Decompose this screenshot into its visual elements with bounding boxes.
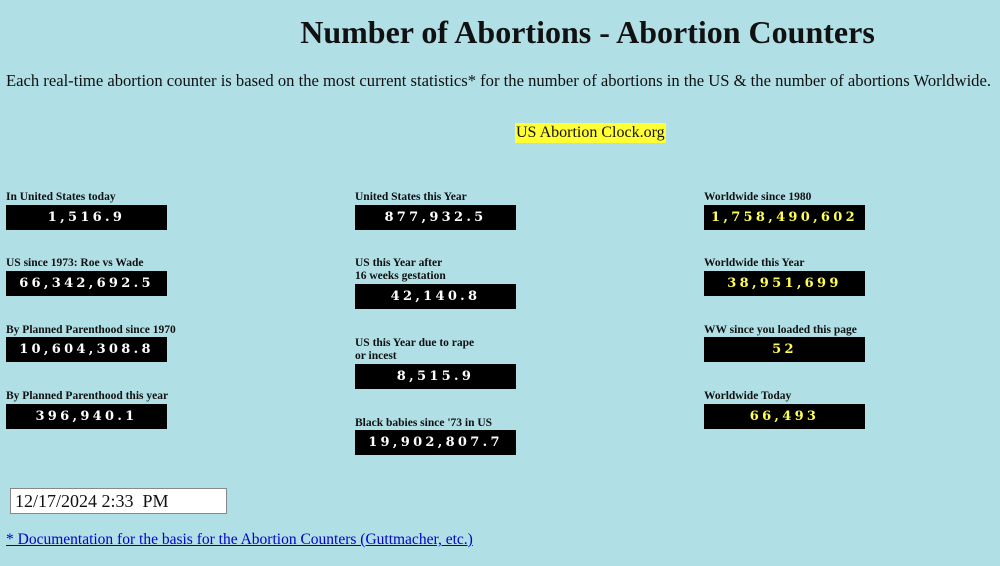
datetime-field[interactable]: 12/17/2024 2:33 PM xyxy=(10,488,227,514)
counter-value: 1,758,490,602 xyxy=(704,205,865,230)
counter-value: 52 xyxy=(704,337,865,362)
page-title: Number of Abortions - Abortion Counters xyxy=(300,14,875,50)
counter-value: 66,342,692.5 xyxy=(6,271,167,296)
counter-label: WW since you loaded this page xyxy=(704,324,857,336)
intro-text: Each real-time abortion counter is based… xyxy=(6,71,991,90)
counter-label: By Planned Parenthood this year xyxy=(6,390,169,402)
counter-label: US since 1973: Roe vs Wade xyxy=(6,257,144,269)
counter-label: Worldwide since 1980 xyxy=(704,191,812,203)
counter-label: US this Year due to rape or incest xyxy=(355,337,475,362)
counter-value: 877,932.5 xyxy=(355,205,516,230)
counter-value: 66,493 xyxy=(704,404,865,429)
counter-label: Worldwide this Year xyxy=(704,257,805,269)
counter-value: 1,516.9 xyxy=(6,205,167,230)
counter-value: 8,515.9 xyxy=(355,364,516,389)
documentation-link[interactable]: * Documentation for the basis for the Ab… xyxy=(6,531,473,548)
counter-value: 42,140.8 xyxy=(355,284,516,309)
counter-label: In United States today xyxy=(6,191,116,203)
counter-label: US this Year after 16 weeks gestation xyxy=(355,257,446,282)
counter-label: United States this Year xyxy=(355,191,467,203)
site-link[interactable]: US Abortion Clock.org xyxy=(515,123,666,143)
counter-label: Black babies since '73 in US xyxy=(355,417,493,429)
counter-label: Worldwide Today xyxy=(704,390,792,402)
counter-value: 38,951,699 xyxy=(704,271,865,296)
counter-label: By Planned Parenthood since 1970 xyxy=(6,324,176,336)
counter-value: 396,940.1 xyxy=(6,404,167,429)
counter-value: 19,902,807.7 xyxy=(355,430,516,455)
counter-value: 10,604,308.8 xyxy=(6,337,167,362)
